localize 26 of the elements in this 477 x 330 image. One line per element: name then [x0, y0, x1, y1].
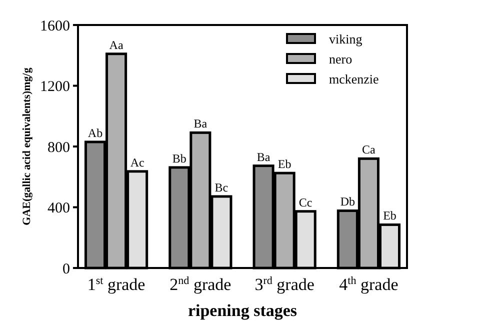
data-label: Aa: [109, 38, 124, 52]
data-label: Eb: [278, 157, 292, 172]
y-tick-label: 800: [48, 140, 70, 156]
data-label: Eb: [383, 208, 396, 223]
data-label: Bc: [214, 180, 228, 194]
x-tick-label: 1$^{st}$ grade: [87, 275, 146, 294]
data-label: Ab: [88, 126, 103, 140]
x-tick-label: 2$^{nd}$ grade: [170, 275, 232, 294]
data-label: Cc: [298, 195, 312, 210]
data-label: Db: [340, 194, 356, 209]
data-label: Ca: [362, 142, 376, 157]
y-axis-title: GAE(gallic acid equivalents)mg/g: [21, 67, 33, 226]
legend-label: mckenzie: [329, 72, 380, 87]
data-label: Ba: [256, 150, 271, 164]
data-label: Bb: [172, 151, 186, 166]
y-tick-label: 1600: [40, 18, 70, 34]
y-tick-label: 400: [48, 200, 70, 216]
data-label: Ac: [130, 155, 144, 170]
y-tick-label: 0: [62, 261, 70, 278]
x-axis-title: ripening stages: [188, 301, 298, 320]
x-tick-label: 3$^{rd}$ grade: [254, 275, 314, 294]
data-label: Ba: [194, 116, 208, 131]
x-tick-label: 4$^{th}$ grade: [339, 275, 398, 294]
y-tick-label: 1200: [40, 79, 70, 95]
legend-label: nero: [329, 52, 352, 67]
legend-label: viking: [329, 32, 363, 47]
